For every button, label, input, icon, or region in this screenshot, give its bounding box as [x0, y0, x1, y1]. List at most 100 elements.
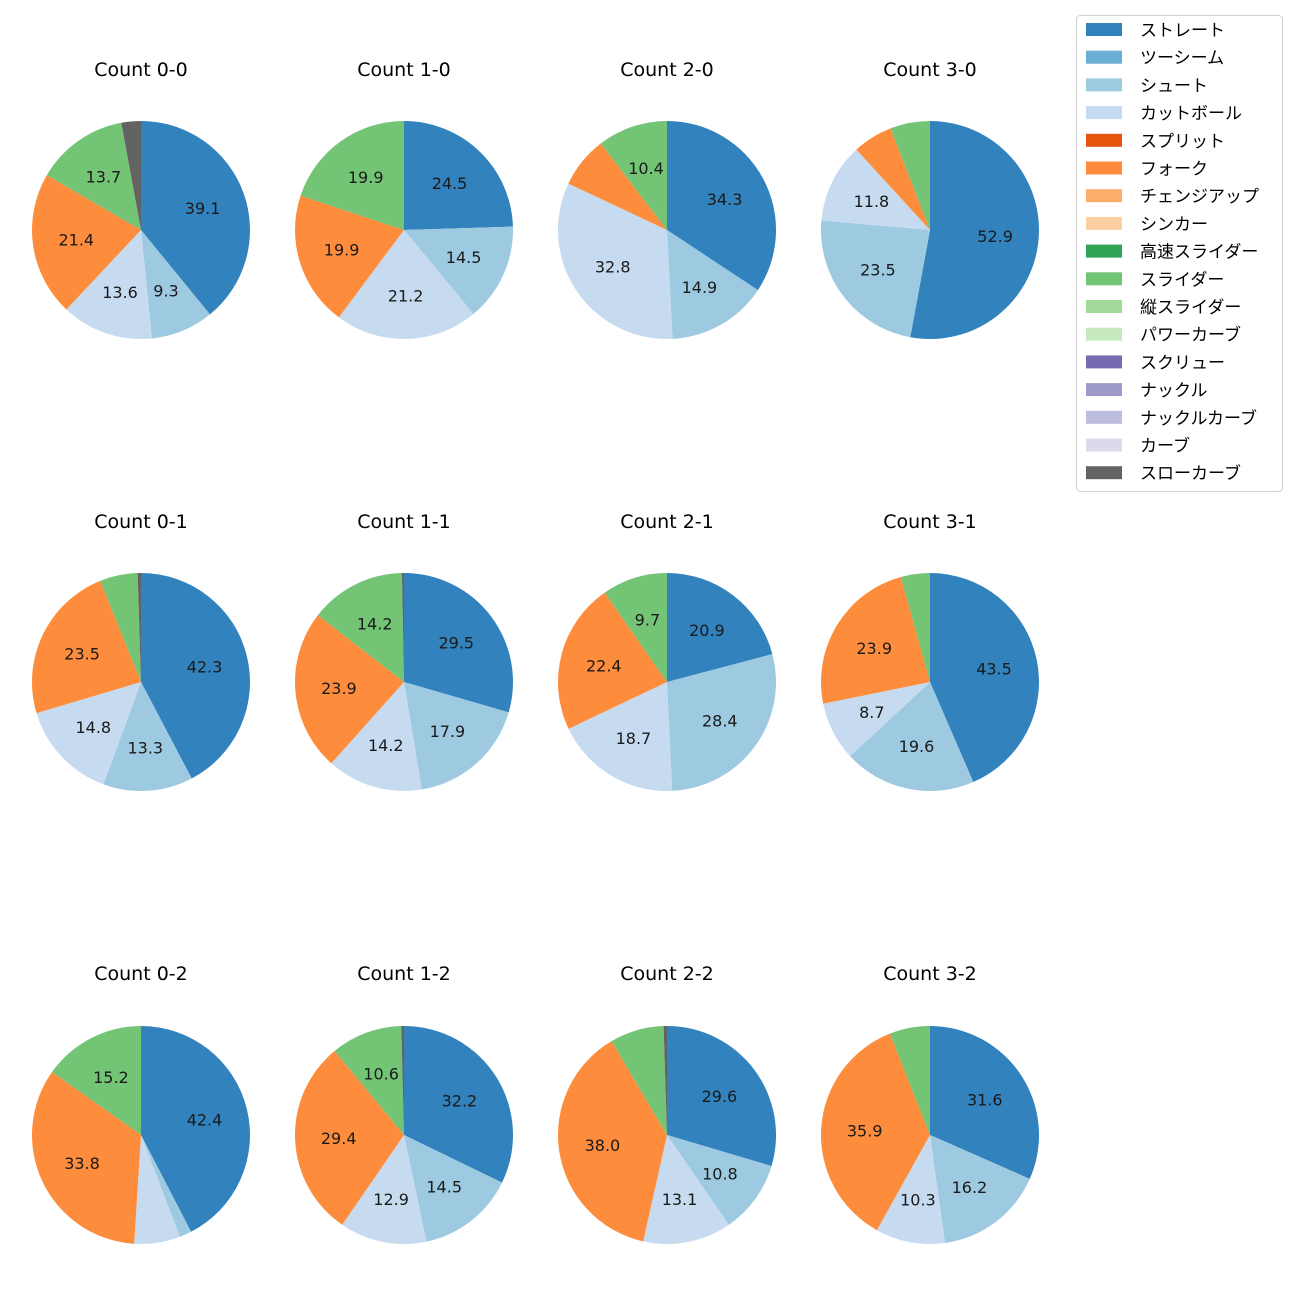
pie-slice	[141, 1026, 251, 1232]
pie-slice	[568, 143, 667, 230]
pie-count-0-2: Count 0-2 42.4 33.8 15.2	[32, 963, 251, 1244]
pie-slice	[46, 122, 141, 230]
pie-slice	[667, 230, 758, 339]
pie-slice	[910, 121, 1039, 339]
pie-count-1-1: Count 1-1 29.5 17.9 14.2 23.9 14.2	[294, 511, 513, 792]
pie-title: Count 2-2	[620, 963, 714, 985]
pie-slice	[404, 1026, 514, 1183]
slice-value-label: 23.5	[64, 645, 100, 664]
legend-label: スライダー	[1140, 270, 1224, 290]
pie-slice	[404, 121, 513, 230]
pie-slice	[667, 573, 773, 682]
pie-count-0-1: Count 0-1 42.3 13.3 14.8 23.5	[31, 511, 250, 791]
pie-slice	[930, 1135, 1030, 1243]
pie-slice	[404, 1135, 503, 1242]
legend-label: ツーシーム	[1140, 49, 1224, 69]
slice-value-label: 18.7	[616, 729, 652, 748]
pie-title: Count 3-0	[883, 59, 977, 81]
pie-slice	[821, 149, 930, 230]
legend-swatch	[1086, 23, 1122, 36]
pie-slice	[317, 573, 404, 682]
slice-value-label: 14.2	[357, 615, 393, 634]
legend-swatch	[1086, 189, 1122, 203]
legend-label: シュート	[1140, 76, 1208, 96]
slice-value-label: 31.6	[967, 1090, 1003, 1109]
pie-slice	[36, 682, 141, 785]
pie-count-3-2: Count 3-2 31.6 16.2 10.3 35.9	[820, 963, 1040, 1245]
pie-slice	[137, 572, 141, 682]
pie-slice	[876, 1135, 946, 1245]
pie-slice	[856, 128, 930, 230]
slice-value-label: 23.5	[860, 261, 896, 280]
legend-swatch	[1086, 300, 1122, 313]
pie-slice	[100, 573, 141, 682]
slice-value-label: 20.9	[689, 621, 725, 640]
pie-slice	[667, 121, 776, 291]
pie-count-0-0: Count 0-0 39.1 9.3 13.6 21.4 13.7	[31, 59, 250, 340]
pie-slice	[66, 230, 152, 340]
pie-slice	[141, 230, 210, 339]
slice-value-label: 43.5	[976, 660, 1012, 679]
legend-swatch	[1086, 466, 1122, 480]
pie-title: Count 1-0	[357, 59, 451, 81]
pie-slice	[300, 121, 404, 230]
slice-value-label: 10.3	[900, 1190, 936, 1209]
slice-value-label: 13.7	[86, 168, 122, 187]
slice-value-label: 35.9	[847, 1122, 883, 1141]
pie-slice	[663, 1025, 667, 1135]
legend-swatch	[1086, 438, 1122, 452]
pie-slice	[611, 1026, 667, 1135]
pie-slice	[667, 654, 777, 791]
slice-value-label: 14.2	[368, 736, 404, 755]
slice-value-label: 23.9	[321, 679, 357, 698]
pie-slice	[889, 1026, 930, 1135]
slice-value-label: 42.4	[187, 1111, 223, 1130]
slice-value-label: 10.8	[702, 1164, 738, 1183]
slice-value-label: 24.5	[432, 174, 468, 193]
pie-slice	[342, 1135, 427, 1245]
legend-swatch	[1086, 106, 1122, 120]
pie-slice	[604, 573, 667, 682]
pie-slice	[401, 573, 404, 682]
slice-value-label: 29.5	[438, 634, 474, 653]
pie-slice	[134, 1135, 180, 1244]
legend-label: フォーク	[1140, 160, 1208, 180]
pie-slice	[557, 183, 673, 339]
slice-value-label: 12.9	[373, 1190, 409, 1209]
slice-value-label: 15.2	[93, 1068, 129, 1087]
legend-swatch	[1086, 383, 1122, 397]
pie-count-1-0: Count 1-0 24.5 14.5 21.2 19.9 19.9	[295, 59, 514, 340]
slice-value-label: 32.2	[442, 1091, 478, 1110]
pie-slice	[900, 573, 930, 682]
pie-title: Count 1-2	[357, 963, 451, 985]
slice-value-label: 52.9	[977, 227, 1013, 246]
pie-slice	[32, 1072, 141, 1244]
legend-box	[1076, 15, 1283, 492]
slice-value-label: 19.9	[348, 168, 384, 187]
slice-value-label: 14.5	[446, 248, 482, 267]
pie-slice	[141, 121, 250, 315]
legend-label: カットボール	[1140, 104, 1242, 124]
slice-value-label: 42.3	[187, 657, 223, 676]
legend-swatch	[1086, 216, 1122, 230]
slice-value-label: 33.8	[64, 1154, 100, 1173]
pie-title: Count 1-1	[357, 511, 451, 533]
pie-count-2-2: Count 2-2 29.6 10.813.1 38.0	[558, 963, 777, 1244]
pie-slice	[667, 1026, 777, 1167]
legend: ストレートツーシームシュートカットボールスプリットフォークチェンジアップシンカー…	[1076, 15, 1283, 492]
slice-value-label: 28.4	[702, 712, 738, 731]
slice-value-label: 34.3	[707, 190, 743, 209]
slice-value-label: 14.5	[426, 1178, 462, 1197]
legend-label: 高速スライダー	[1140, 243, 1258, 263]
pie-slice	[141, 573, 250, 779]
slice-value-label: 10.4	[628, 159, 664, 178]
pie-slice	[331, 682, 422, 792]
pie-slice	[52, 1026, 141, 1135]
pie-slice	[823, 682, 930, 757]
pie-slice	[890, 121, 930, 230]
legend-label: ナックル	[1140, 381, 1208, 401]
pie-slice	[820, 1033, 930, 1231]
legend-label: 縦スライダー	[1140, 298, 1241, 318]
pie-slice	[557, 592, 667, 729]
